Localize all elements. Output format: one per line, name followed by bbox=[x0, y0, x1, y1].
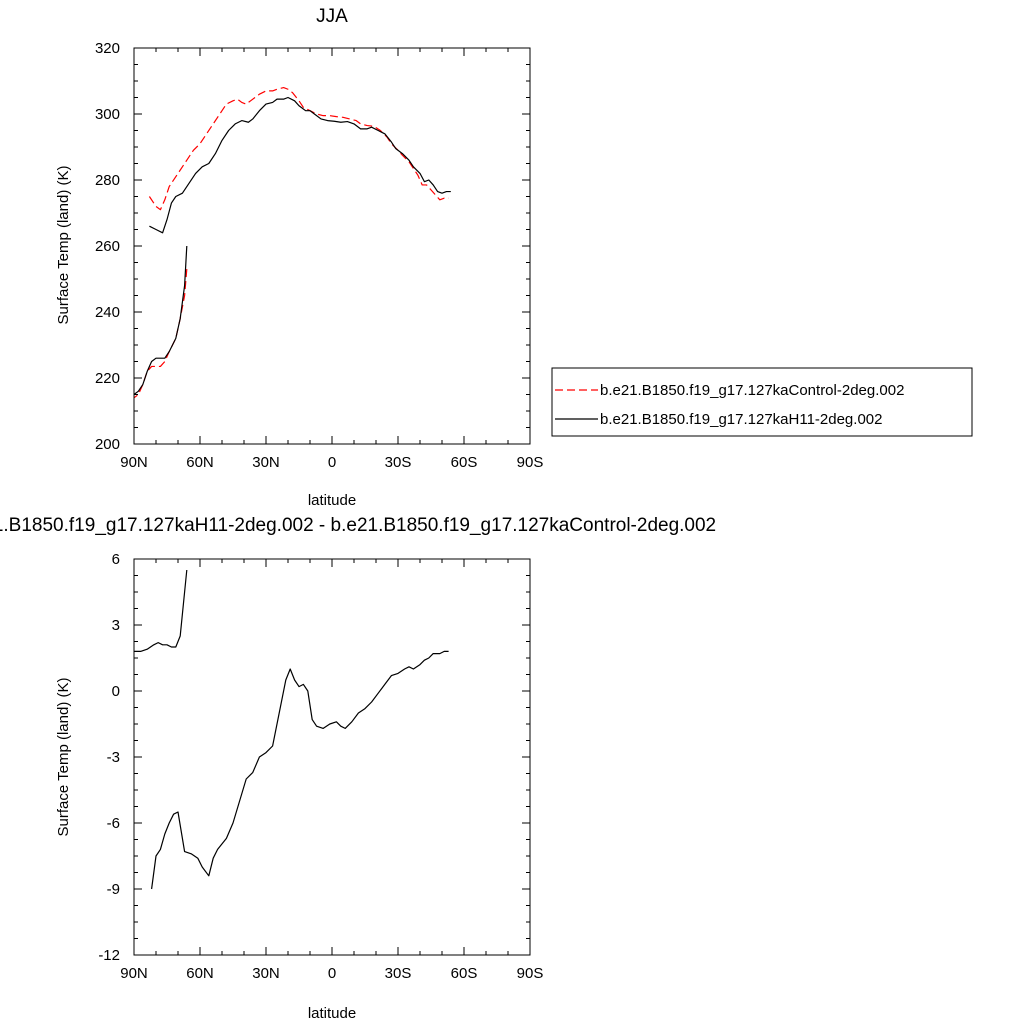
legend: b.e21.B1850.f19_g17.127kaControl-2deg.00… bbox=[551, 367, 973, 437]
y-tick-label: -3 bbox=[107, 749, 120, 766]
legend-label-h11: b.e21.B1850.f19_g17.127kaH11-2deg.002 bbox=[600, 411, 882, 428]
x-axis-label: latitude bbox=[308, 492, 356, 509]
series-line-1-segment-1 bbox=[133, 245, 188, 395]
axis-ticks: 90N 60N 30N 0 30S 60S 90S -12 -9 -6 -3 0 3 6 bbox=[98, 551, 543, 982]
x-tick-label: 60N bbox=[186, 965, 214, 982]
y-tick-label: -9 bbox=[107, 881, 120, 898]
x-tick-label: 30S bbox=[385, 965, 412, 982]
y-tick-label: 220 bbox=[95, 370, 120, 387]
x-tick-label: 30N bbox=[252, 965, 280, 982]
y-axis-label: Surface Temp (land) (K) bbox=[55, 678, 72, 837]
y-tick-label: 300 bbox=[95, 106, 120, 123]
x-tick-label: 60S bbox=[451, 965, 478, 982]
panel-bottom-difference: b.e21.B1850.f19_g17.127kaH11-2deg.002 - … bbox=[0, 515, 716, 1022]
series-group bbox=[133, 87, 451, 399]
series-line-0-segment-0 bbox=[151, 650, 449, 890]
x-tick-label: 90S bbox=[517, 454, 544, 471]
x-tick-label: 0 bbox=[328, 965, 336, 982]
chart-title-jja: JJA bbox=[316, 6, 348, 27]
x-axis-label: latitude bbox=[308, 1005, 356, 1022]
y-tick-label: 3 bbox=[112, 617, 120, 634]
axis-ticks: 90N 60N 30N 0 30S 60S 90S 200 220 240 260 280 300 320 bbox=[95, 40, 543, 471]
x-tick-label: 90N bbox=[120, 454, 148, 471]
plot-frame bbox=[133, 47, 531, 445]
legend-label-control: b.e21.B1850.f19_g17.127kaControl-2deg.00… bbox=[600, 382, 904, 399]
series-line-0-segment-0 bbox=[148, 87, 449, 211]
x-tick-label: 60N bbox=[186, 454, 214, 471]
x-tick-label: 0 bbox=[328, 454, 336, 471]
y-tick-label: 200 bbox=[95, 436, 120, 453]
series-line-1-segment-0 bbox=[149, 96, 451, 234]
x-tick-label: 90N bbox=[120, 965, 148, 982]
plot-frame bbox=[133, 558, 531, 956]
y-tick-label: -12 bbox=[98, 947, 120, 964]
y-tick-label: 280 bbox=[95, 172, 120, 189]
y-tick-label: 240 bbox=[95, 304, 120, 321]
y-tick-label: 0 bbox=[112, 683, 120, 700]
series-line-0-segment-1 bbox=[134, 569, 188, 652]
y-tick-label: -6 bbox=[107, 815, 120, 832]
panel-top-jja: JJA Surface Temp (land) (K) latitude 90N… bbox=[55, 6, 543, 509]
x-tick-label: 30N bbox=[252, 454, 280, 471]
series-group bbox=[134, 569, 449, 890]
y-tick-label: 320 bbox=[95, 40, 120, 57]
x-tick-label: 90S bbox=[517, 965, 544, 982]
legend-box bbox=[551, 367, 973, 437]
x-tick-label: 60S bbox=[451, 454, 478, 471]
y-tick-label: 260 bbox=[95, 238, 120, 255]
x-tick-label: 30S bbox=[385, 454, 412, 471]
chart-title-difference: b.e21.B1850.f19_g17.127kaH11-2deg.002 - … bbox=[0, 515, 716, 536]
y-tick-label: 6 bbox=[112, 551, 120, 568]
y-axis-label: Surface Temp (land) (K) bbox=[55, 166, 72, 325]
